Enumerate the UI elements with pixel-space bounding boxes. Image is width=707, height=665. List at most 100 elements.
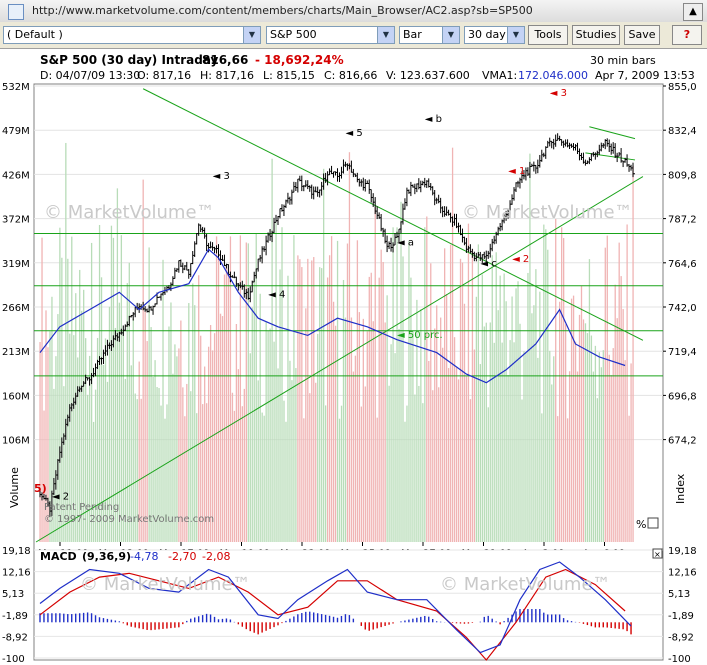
volume-bar <box>232 393 233 542</box>
macd-histogram-bar <box>436 621 437 622</box>
chevron-down-icon[interactable]: ▼ <box>377 27 394 43</box>
macd-histogram-bar <box>337 618 338 623</box>
chart-area[interactable]: ◄ 2◄ 3◄ 4◄ 5◄ a◄ b◄ c◄ 1◄ 2◄ 3◄ 50 prc. … <box>0 48 707 662</box>
address-bar[interactable]: http://www.marketvolume.com/content/memb… <box>0 0 707 23</box>
macd-histogram-bar <box>400 621 401 622</box>
volume-bar <box>388 386 389 542</box>
vma-value: 172.046.000 <box>518 69 588 82</box>
volume-bar <box>507 375 508 542</box>
macd-histogram-bar <box>618 622 619 629</box>
volume-bar <box>500 276 501 542</box>
macd-histogram-bar <box>492 619 493 623</box>
volume-bar <box>496 252 497 542</box>
symbol-select[interactable]: S&P 500▼ <box>266 26 395 44</box>
volume-bar <box>450 245 451 542</box>
url-text[interactable]: http://www.marketvolume.com/content/memb… <box>32 4 533 17</box>
volume-bar <box>482 274 483 542</box>
change-value: - 18,69 <box>255 53 302 67</box>
period-select[interactable]: 30 day▼ <box>464 26 525 44</box>
volume-bar <box>398 329 399 542</box>
close-glyph[interactable]: × <box>654 550 661 559</box>
chevron-down-icon[interactable]: ▼ <box>507 27 524 43</box>
volume-bar <box>200 336 201 542</box>
chart-type-select[interactable]: Bar▼ <box>399 26 460 44</box>
macd-histogram-bar <box>154 622 155 629</box>
volume-bar <box>626 224 627 542</box>
macd-histogram-bar <box>115 620 116 622</box>
macd-histogram-bar <box>150 622 151 630</box>
macd-histogram-bar <box>416 618 417 623</box>
volume-bar <box>440 318 441 542</box>
volume-bar <box>478 244 479 542</box>
change-percent: 2,24% <box>302 53 344 67</box>
volume-bar <box>605 248 606 542</box>
volume-bar <box>456 368 457 542</box>
macd-histogram-bar <box>329 616 330 623</box>
volume-bar <box>577 371 578 542</box>
volume-bar <box>242 406 243 542</box>
macd-histogram-bar <box>614 622 615 628</box>
macd-histogram-bar <box>305 612 306 622</box>
volume-bar <box>533 305 534 542</box>
left-axis-tick: 479M <box>2 126 30 137</box>
arrow-up-icon[interactable]: ▲ <box>683 3 703 21</box>
macd-histogram-bar <box>47 613 48 622</box>
volume-bar <box>492 255 493 542</box>
volume-bar <box>321 268 322 542</box>
percent-toggle[interactable]: % <box>636 518 646 531</box>
tools-button[interactable]: Tools <box>528 25 568 45</box>
volume-bar <box>498 310 499 542</box>
volume-bar <box>599 352 600 542</box>
volume-bar <box>609 355 610 542</box>
macd-histogram-bar <box>214 617 215 622</box>
macd-histogram-bar <box>587 622 588 625</box>
wave-label: ◄ 5 <box>345 128 362 139</box>
volume-bar <box>583 319 584 542</box>
macd-histogram-bar <box>412 619 413 623</box>
layout-select[interactable]: ( Default )▼ <box>3 26 261 44</box>
volume-bar <box>410 278 411 542</box>
volume-bar <box>585 323 586 542</box>
volume-bar <box>381 250 382 542</box>
macd-histogram-bar <box>432 619 433 622</box>
page-icon <box>8 4 24 20</box>
volume-bar <box>565 324 566 542</box>
macd-histogram-bar <box>59 613 60 622</box>
volume-bar <box>428 361 429 542</box>
macd-histogram-bar <box>87 612 88 622</box>
macd-histogram-bar <box>71 614 72 622</box>
macd-histogram-bar <box>269 622 270 629</box>
volume-bar <box>527 273 528 542</box>
volume-bar <box>240 235 241 542</box>
studies-button[interactable]: Studies <box>572 25 620 45</box>
macd-histogram-bar <box>55 613 56 622</box>
macd-watermark: © MarketVolume™ <box>80 574 251 595</box>
chevron-down-icon[interactable]: ▼ <box>243 27 260 43</box>
chevron-down-icon[interactable]: ▼ <box>442 27 459 43</box>
macd-histogram-bar <box>345 614 346 622</box>
help-button[interactable]: ? <box>672 25 702 45</box>
fib-annotation: ◄ 50 prc. <box>397 330 443 341</box>
right-axis-tick: 855,0 <box>668 82 697 93</box>
volume-bar <box>454 337 455 542</box>
macd-histogram-bar <box>178 622 179 627</box>
macd-histogram-bar <box>626 622 627 631</box>
scale-toggle-box[interactable] <box>648 518 658 528</box>
save-button[interactable]: Save <box>624 25 660 45</box>
price-volume-chart[interactable]: ◄ 2◄ 3◄ 4◄ 5◄ a◄ b◄ c◄ 1◄ 2◄ 3◄ 50 prc. … <box>0 48 707 662</box>
macd-histogram-bar <box>95 615 96 622</box>
macd-histogram-bar <box>158 622 159 629</box>
volume-bar <box>547 250 548 542</box>
macd-panel <box>34 550 663 660</box>
volume-bar <box>71 237 72 542</box>
macd-histogram-bar <box>333 617 334 623</box>
volume-axis-label: Volume <box>8 467 21 508</box>
macd-title: MACD <box>40 550 77 563</box>
macd-histogram-bar <box>527 609 528 622</box>
volume-bar <box>517 281 518 542</box>
volume-bar <box>385 322 386 542</box>
volume-bar <box>174 344 175 542</box>
volume-bar <box>555 219 556 542</box>
volume-bar <box>295 368 296 542</box>
volume-bar <box>246 242 247 542</box>
